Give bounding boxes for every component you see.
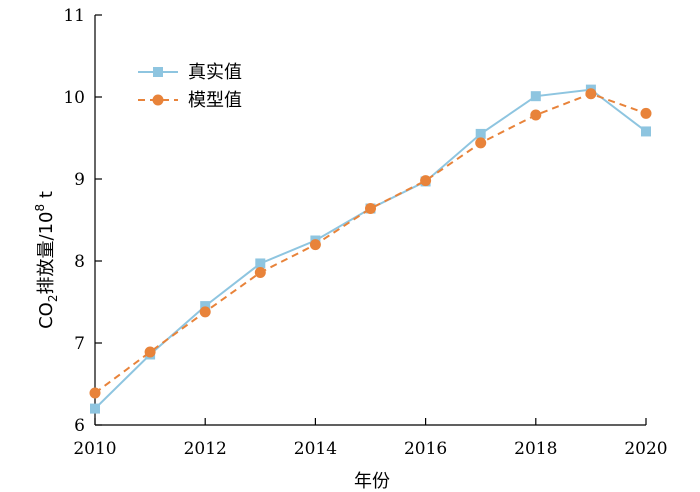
- y-tick-label: 10: [63, 88, 85, 108]
- data-point: [475, 137, 487, 149]
- y-tick-label: 6: [74, 416, 85, 436]
- data-point: [255, 258, 266, 269]
- x-tick-label: 2020: [624, 439, 667, 459]
- series-1: [90, 84, 651, 414]
- y-axis-title-unit: t: [36, 191, 57, 204]
- y-axis-title-subscript: 2: [46, 295, 60, 303]
- legend-item-model-value: 模型值: [138, 90, 242, 111]
- legend-label-true-value: 真实值: [188, 62, 242, 83]
- axes: [94, 15, 646, 426]
- y-tick-label: 7: [74, 334, 85, 354]
- data-point: [420, 175, 432, 187]
- legend-label-model-value: 模型值: [188, 90, 242, 111]
- data-point: [199, 306, 211, 318]
- x-tick-label: 2018: [514, 439, 557, 459]
- data-point: [641, 126, 651, 137]
- data-point: [90, 403, 100, 414]
- series-line: [94, 92, 647, 394]
- series-layer: [89, 84, 652, 414]
- series-2: [89, 88, 652, 399]
- y-tick-label: 9: [74, 170, 85, 190]
- data-point: [365, 203, 376, 215]
- legend-marker-square: [153, 67, 163, 77]
- legend-marker-circle: [152, 94, 164, 106]
- x-ticks: 2010 2012 2014 2016 2018 2020: [73, 418, 668, 459]
- legend-item-true-value: 真实值: [138, 62, 242, 83]
- data-point: [640, 107, 652, 119]
- y-axis-title-superscript: 8: [33, 204, 47, 212]
- data-point: [144, 346, 156, 358]
- y-ticks: 6 7 8 9 10 11: [63, 6, 102, 436]
- data-point: [254, 266, 266, 278]
- data-point: [309, 239, 321, 251]
- y-axis-title-middle: 排放量/10: [36, 212, 57, 295]
- data-point: [89, 387, 101, 399]
- data-point: [530, 91, 541, 102]
- x-tick-label: 2012: [184, 439, 227, 459]
- legend: 真实值 模型值: [138, 62, 242, 111]
- x-tick-label: 2010: [73, 439, 116, 459]
- data-point: [530, 109, 542, 121]
- x-axis-title: 年份: [354, 471, 390, 492]
- series-line: [94, 88, 647, 410]
- data-point: [585, 88, 597, 100]
- y-tick-label: 8: [74, 252, 85, 272]
- y-axis-title: CO2排放量/108 t: [33, 191, 60, 329]
- x-tick-label: 2016: [404, 439, 447, 459]
- data-point: [200, 301, 211, 312]
- x-tick-label: 2014: [294, 439, 337, 459]
- data-point: [475, 128, 486, 139]
- y-axis-title-main: CO: [36, 302, 57, 329]
- y-tick-label: 11: [63, 6, 85, 26]
